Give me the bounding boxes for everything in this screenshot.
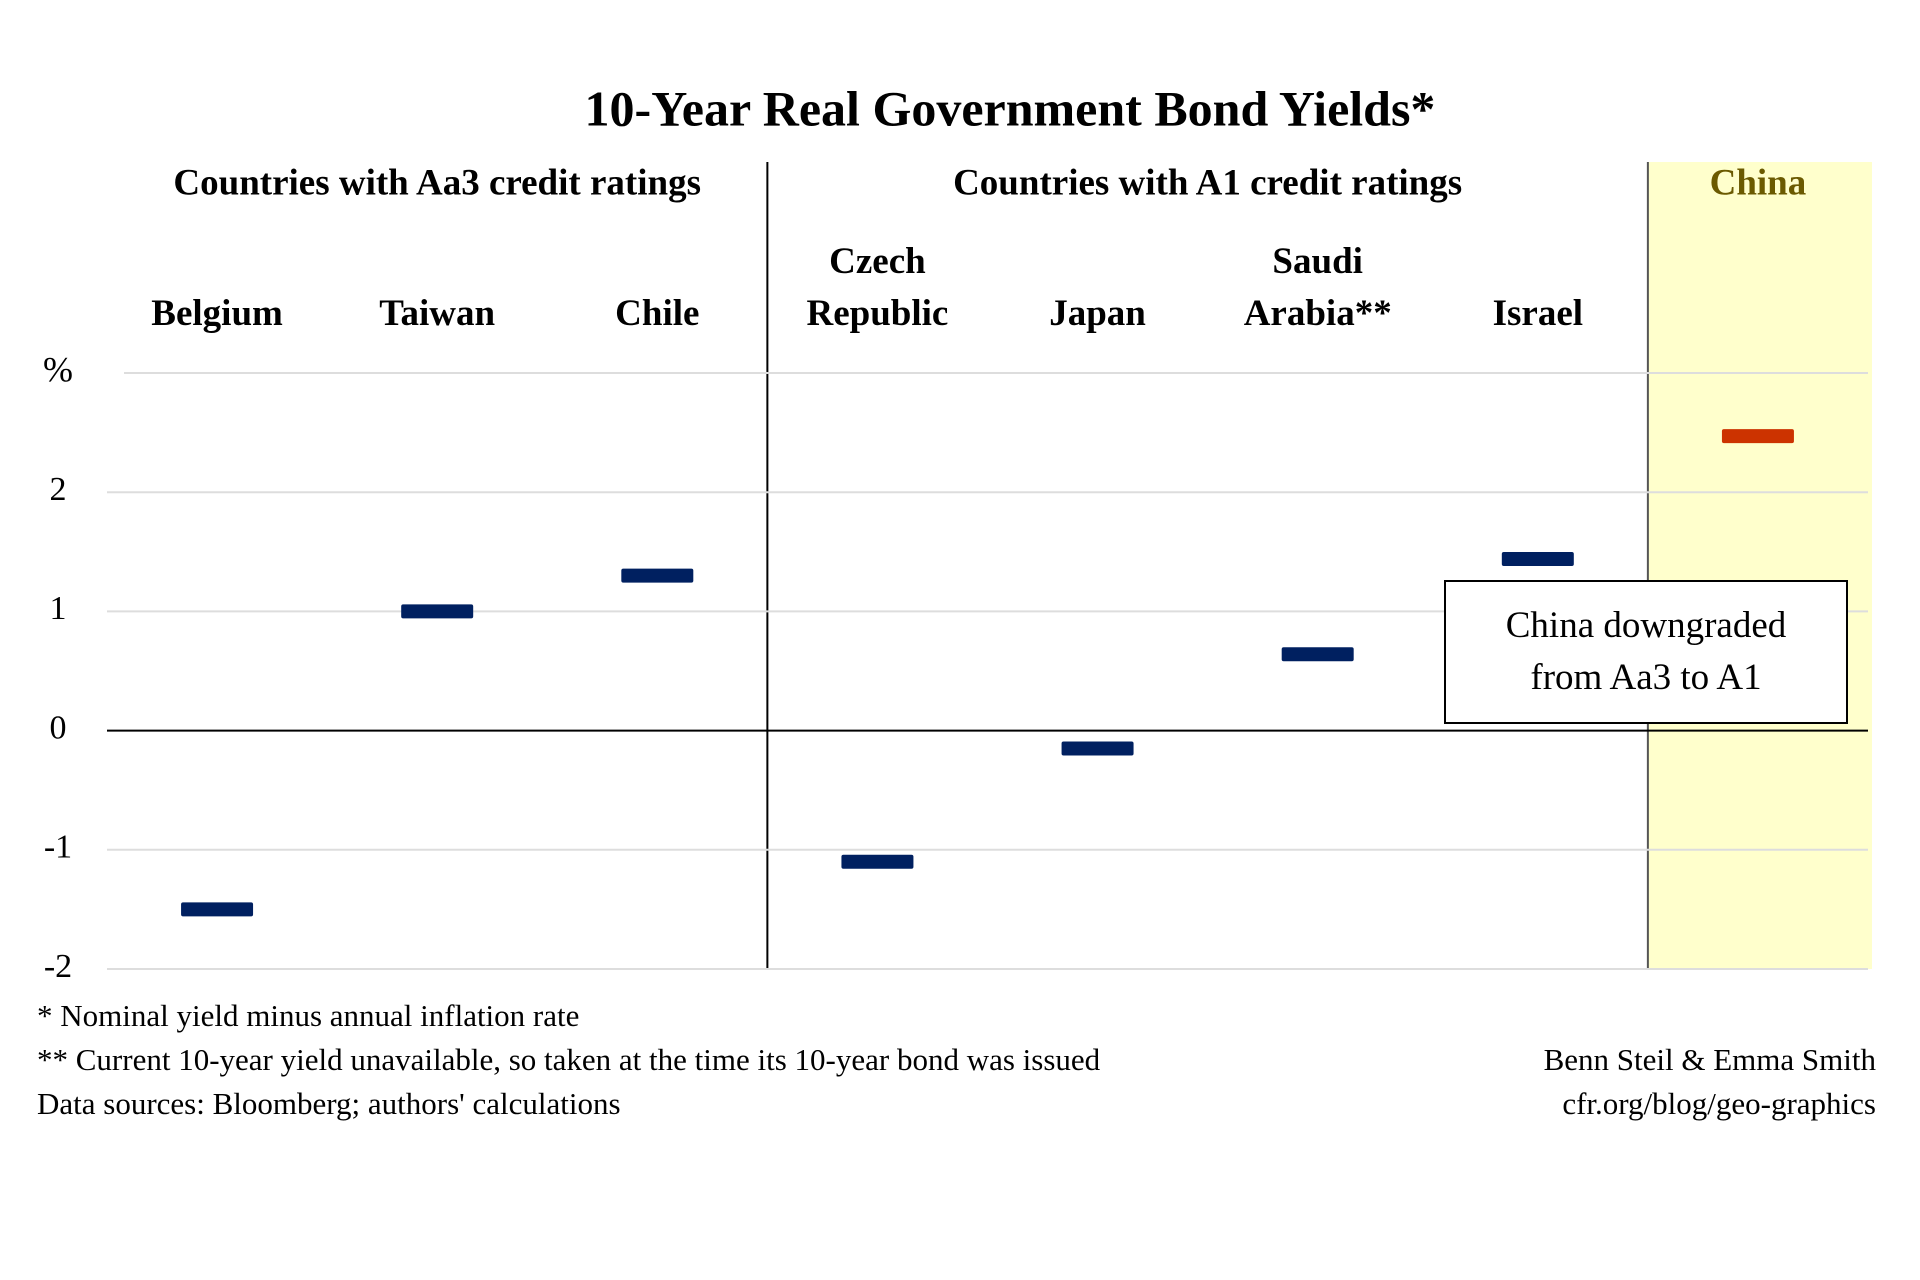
x-tick-label: Belgium	[151, 293, 283, 334]
dash-marker	[401, 604, 474, 619]
dash-marker	[181, 902, 254, 917]
footnote: Data sources: Bloomberg; authors' calcul…	[37, 1086, 621, 1121]
group-label: China	[1710, 162, 1807, 203]
group-label: Countries with Aa3 credit ratings	[173, 162, 701, 203]
dash-marker	[1501, 551, 1574, 566]
x-tick-label: Taiwan	[379, 293, 496, 334]
credit: Benn Steil & Emma Smith	[1543, 1042, 1876, 1077]
footnote: ** Current 10-year yield unavailable, so…	[37, 1042, 1101, 1077]
credit: cfr.org/blog/geo-graphics	[1562, 1086, 1876, 1121]
y-axis-label: %	[43, 349, 73, 389]
x-tick-label: Israel	[1492, 293, 1584, 334]
x-tick-label: Czech Republic	[806, 241, 949, 334]
y-tick-label: 2	[50, 471, 67, 508]
annotation: China downgraded from Aa3 to A1	[1444, 580, 1848, 724]
dash-marker	[841, 854, 914, 869]
credits: Benn Steil & Emma Smith cfr.org/blog/geo-…	[1544, 1038, 1876, 1126]
dash-marker	[1061, 741, 1134, 756]
group-label: Countries with A1 credit ratings	[953, 162, 1462, 203]
dash-marker	[621, 568, 694, 583]
x-tick-label: Saudi Arabia**	[1243, 241, 1392, 334]
y-tick-label: -2	[44, 948, 72, 985]
footnote: * Nominal yield minus annual inflation r…	[37, 998, 580, 1033]
y-tick-label: 1	[50, 590, 67, 627]
y-tick-label: -1	[44, 829, 72, 866]
dash-marker	[1721, 429, 1794, 444]
footnotes: * Nominal yield minus annual inflation r…	[37, 994, 1100, 1126]
chart-title: 10-Year Real Government Bond Yields*	[585, 80, 1436, 136]
y-tick-label: 0	[50, 709, 67, 746]
group-highlight	[1647, 162, 1872, 969]
dash-marker	[1281, 647, 1354, 662]
x-tick-label: Chile	[615, 293, 700, 334]
backgrounds	[1647, 162, 1872, 969]
x-tick-label: Japan	[1049, 293, 1146, 334]
